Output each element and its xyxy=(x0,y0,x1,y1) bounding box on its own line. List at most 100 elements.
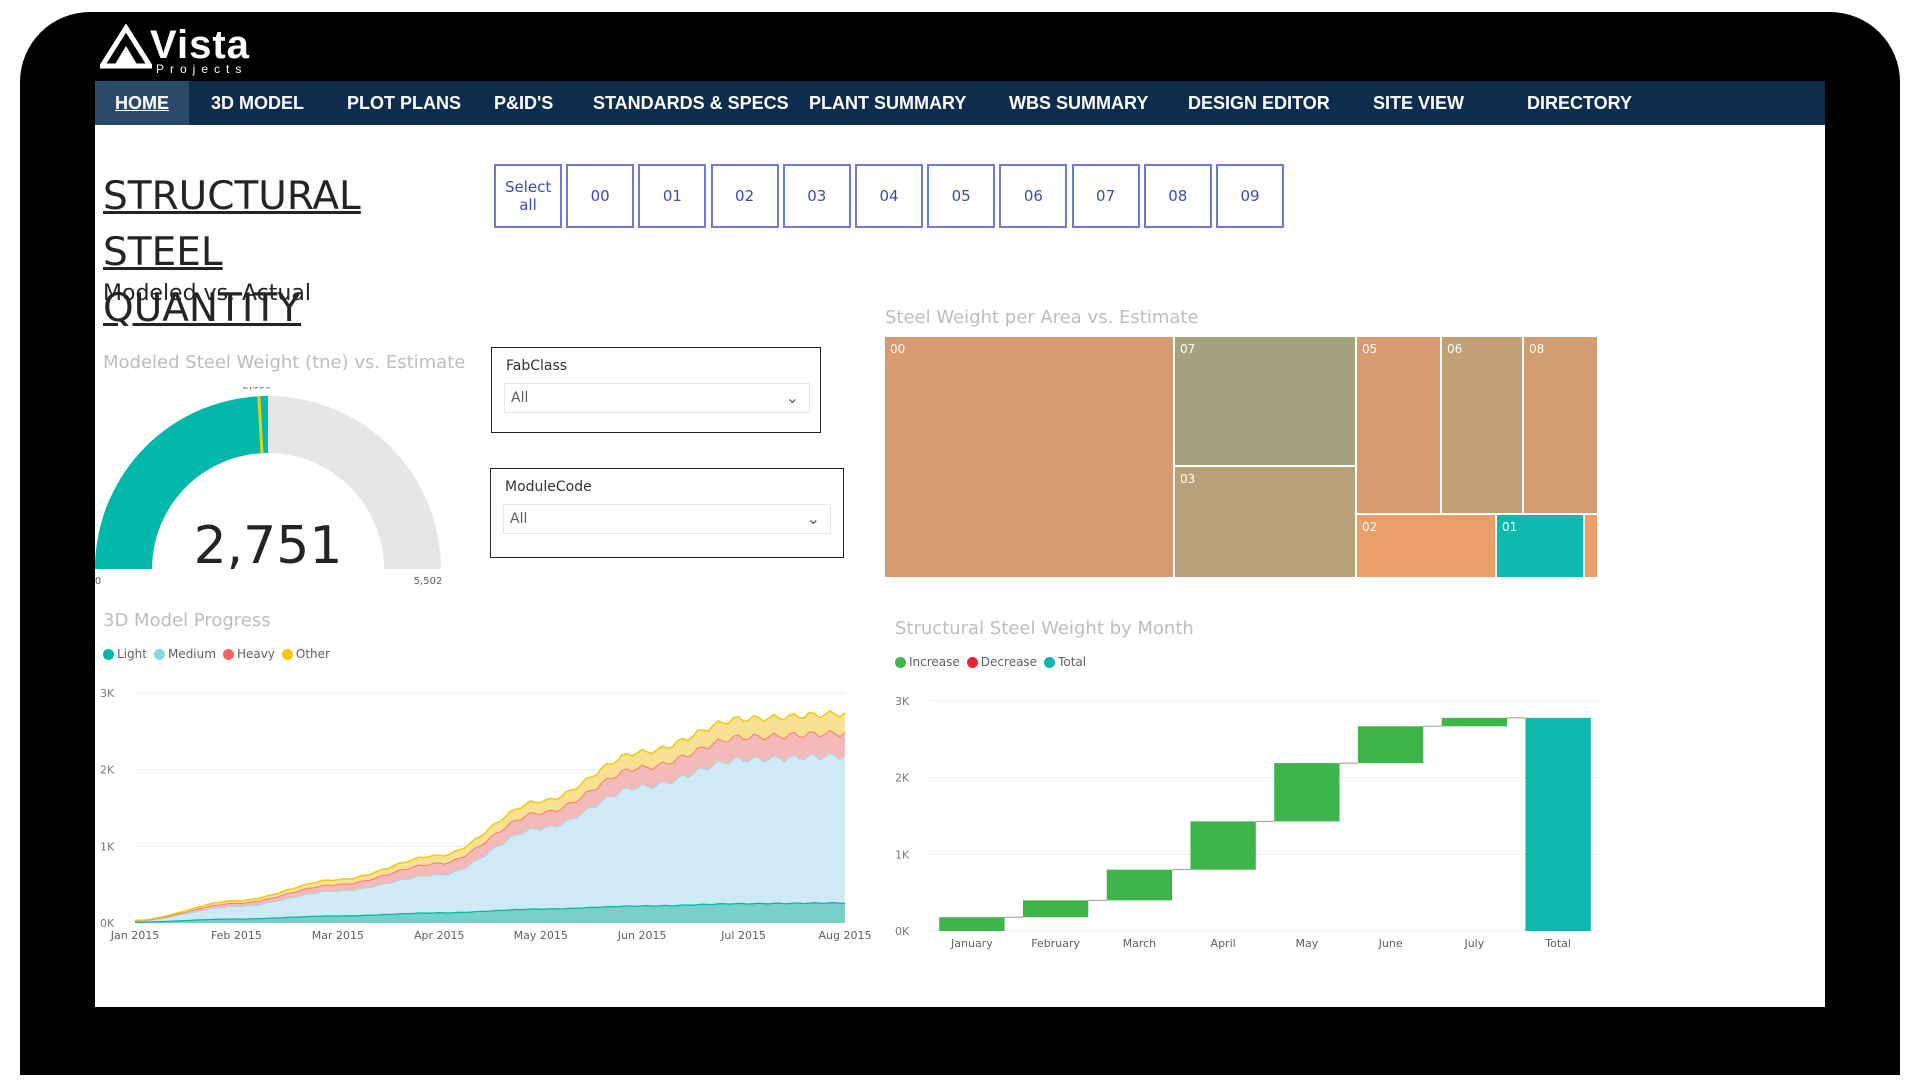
legend-dot xyxy=(222,648,234,660)
nav-item-design-editor[interactable]: DESIGN EDITOR xyxy=(1188,93,1330,113)
legend-item[interactable]: Heavy xyxy=(222,647,275,661)
waterfall-bar[interactable] xyxy=(1106,869,1173,901)
treemap-title: Steel Weight per Area vs. Estimate xyxy=(885,307,1199,328)
y-tick-label: 0K xyxy=(100,917,115,930)
slicer-button-03[interactable]: 03 xyxy=(782,164,851,228)
legend-item[interactable]: Light xyxy=(103,647,147,661)
nav-item-plant-summary[interactable]: PLANT SUMMARY xyxy=(809,93,967,113)
x-tick-label: Jan 2015 xyxy=(110,929,159,942)
slicer-button-label: 06 xyxy=(1023,187,1043,205)
modulecode-dropdown-value: All xyxy=(510,511,528,527)
waterfall-chart: 0K 1K 2K 3K January February March April May June… xyxy=(895,695,1600,950)
waterfall-bar[interactable] xyxy=(1441,717,1508,727)
legend-label: Light xyxy=(117,647,147,661)
modulecode-dropdown[interactable]: All ⌄ xyxy=(503,504,831,534)
treemap-tile[interactable] xyxy=(1355,336,1442,515)
nav-item-directory[interactable]: DIRECTORY xyxy=(1527,93,1633,113)
gauge-target-label: 2,659 xyxy=(243,387,272,391)
gauge-target-marker xyxy=(257,396,264,454)
slicer-button-09[interactable]: 09 xyxy=(1216,164,1284,228)
x-tick-label: Feb 2015 xyxy=(211,929,262,942)
x-tick-label: July xyxy=(1463,937,1484,950)
y-tick-label: 1K xyxy=(100,840,115,853)
slicer-button-06[interactable]: 06 xyxy=(999,164,1068,228)
slicer-button-label: 08 xyxy=(1168,187,1188,205)
page-subtitle: Modeled vs. Actual xyxy=(103,281,311,306)
fabclass-dropdown[interactable]: All ⌄ xyxy=(504,383,810,413)
legend-dot xyxy=(1044,656,1056,668)
nav-item-p-id-s[interactable]: P&ID'S xyxy=(494,93,554,113)
legend-item[interactable]: Decrease xyxy=(966,655,1038,669)
legend-item[interactable]: Other xyxy=(281,647,330,661)
x-tick-label: Aug 2015 xyxy=(819,929,872,942)
slicer-button-01[interactable]: 01 xyxy=(638,164,707,228)
area-series-other[interactable] xyxy=(135,710,845,921)
legend-label: Total xyxy=(1058,655,1087,669)
y-tick-label: 2K xyxy=(100,764,115,777)
slicer-button-05[interactable]: 05 xyxy=(927,164,996,228)
x-tick-label: Mar 2015 xyxy=(312,929,364,942)
waterfall-bar[interactable] xyxy=(1274,763,1340,822)
slicer-button-label: 02 xyxy=(735,187,755,205)
waterfall-bar[interactable] xyxy=(1357,726,1424,764)
legend-item[interactable]: Total xyxy=(1044,655,1086,669)
x-tick-label: Jun 2015 xyxy=(617,929,667,942)
slicer-button-08[interactable]: 08 xyxy=(1143,164,1212,228)
treemap-tile[interactable] xyxy=(884,336,1175,578)
logo-mark-icon xyxy=(100,24,152,69)
treemap-chart: 00 07 03 05 06 08 02 01 xyxy=(884,336,1598,578)
x-tick-label: February xyxy=(1031,937,1080,950)
treemap-tile-label: 00 xyxy=(890,342,905,356)
x-tick-label: March xyxy=(1123,937,1157,950)
legend-label: Decrease xyxy=(980,655,1038,669)
legend-dot xyxy=(966,656,978,668)
nav-item-home[interactable]: HOME xyxy=(95,81,189,125)
x-tick-label: May 2015 xyxy=(514,929,568,942)
waterfall-bar[interactable] xyxy=(1190,821,1256,870)
treemap-tile[interactable] xyxy=(1583,513,1598,578)
treemap-tile[interactable] xyxy=(1355,513,1497,578)
x-tick-label: April xyxy=(1211,937,1236,950)
treemap-tile[interactable] xyxy=(1522,336,1598,515)
treemap-tile[interactable] xyxy=(1440,336,1524,515)
slicer-select-all-button[interactable]: Select all xyxy=(494,164,562,228)
area-series-heavy[interactable] xyxy=(135,729,845,921)
legend-label: Heavy xyxy=(236,647,275,661)
nav-item-3d-model[interactable]: 3D MODEL xyxy=(211,93,305,113)
slicer-button-label: 05 xyxy=(951,187,971,205)
slicer-button-02[interactable]: 02 xyxy=(710,164,779,228)
gauge-title: Modeled Steel Weight (tne) vs. Estimate xyxy=(103,352,466,373)
nav-item-plot-plans[interactable]: PLOT PLANS xyxy=(347,93,462,113)
nav-item-standards-specs[interactable]: STANDARDS & SPECS xyxy=(593,93,789,113)
treemap-tile-label: 03 xyxy=(1180,472,1195,486)
x-tick-label: Apr 2015 xyxy=(414,929,465,942)
waterfall-bar[interactable] xyxy=(939,917,1005,931)
treemap-tile[interactable] xyxy=(1495,513,1585,578)
area-series-line xyxy=(134,709,846,922)
top-nav: HOME 3D MODEL PLOT PLANS P&ID'S STANDARDS & … xyxy=(95,81,1825,125)
y-tick-label: 0K xyxy=(895,925,910,938)
area-series-medium[interactable] xyxy=(135,752,845,922)
waterfall-bar[interactable] xyxy=(1022,900,1089,918)
x-tick-label: January xyxy=(950,937,993,950)
slicer-button-04[interactable]: 04 xyxy=(855,164,923,228)
treemap-tile-label: 06 xyxy=(1447,342,1462,356)
waterfall-bar[interactable] xyxy=(1525,717,1591,931)
area-series-light[interactable] xyxy=(135,901,845,923)
waterfall-legend: Increase Decrease Total xyxy=(895,655,1093,669)
legend-label: Other xyxy=(295,647,330,661)
legend-dot xyxy=(895,656,906,668)
slicer-button-00[interactable]: 00 xyxy=(566,164,635,228)
logo-word: Vista xyxy=(150,23,250,67)
legend-item[interactable]: Medium xyxy=(153,647,216,661)
x-tick-label: Total xyxy=(1544,937,1571,950)
nav-item-site-view[interactable]: SITE VIEW xyxy=(1373,93,1465,113)
slicer-button-label: 07 xyxy=(1096,187,1116,205)
slicer-button-07[interactable]: 07 xyxy=(1071,164,1140,228)
nav-item-wbs-summary[interactable]: WBS SUMMARY xyxy=(1009,93,1149,113)
logo-sub: Projects xyxy=(156,62,248,76)
legend-item[interactable]: Increase xyxy=(895,655,960,669)
treemap-tile[interactable] xyxy=(1173,336,1357,467)
treemap-tile-label: 02 xyxy=(1362,520,1377,534)
treemap-tile[interactable] xyxy=(1173,465,1357,578)
